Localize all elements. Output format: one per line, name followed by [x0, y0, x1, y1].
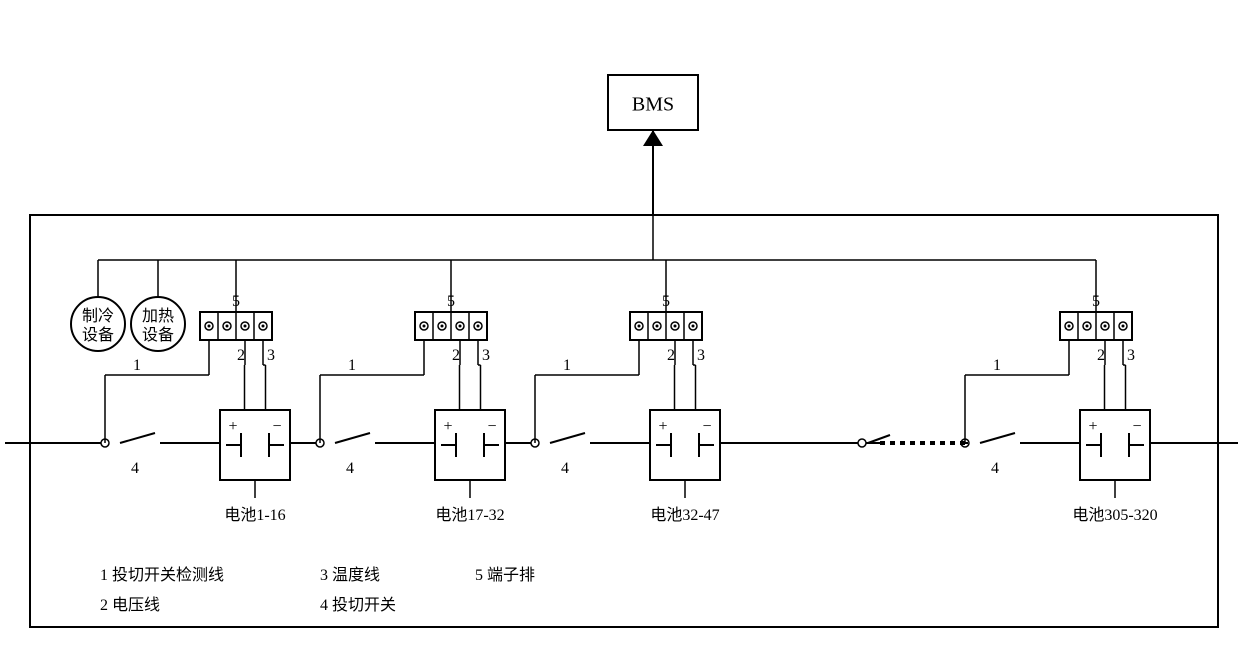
legend-item: 5 端子排: [475, 566, 535, 584]
legend-item: 2 电压线: [100, 596, 160, 614]
legend-item: 4 投切开关: [320, 596, 396, 614]
svg-text:1: 1: [993, 357, 1001, 374]
svg-text:+: +: [443, 418, 452, 435]
svg-text:−: −: [702, 418, 711, 435]
battery-label: 电池1-16: [224, 506, 285, 524]
svg-text:4: 4: [991, 460, 999, 477]
svg-text:+: +: [658, 418, 667, 435]
svg-text:3: 3: [482, 347, 490, 364]
ellipsis-dot: [950, 441, 955, 445]
svg-text:设备: 设备: [142, 326, 174, 344]
battery-label: 电池305-320: [1072, 506, 1157, 524]
battery-label: 电池17-32: [435, 506, 504, 524]
svg-text:2: 2: [237, 347, 245, 364]
ellipsis-dot: [960, 441, 965, 445]
legend-item: 1 投切开关检测线: [100, 566, 224, 584]
ellipsis-dot: [930, 441, 935, 445]
ellipsis-dot: [940, 441, 945, 445]
ellipsis-dot: [920, 441, 925, 445]
svg-text:制冷: 制冷: [82, 307, 114, 325]
ellipsis-dot: [890, 441, 895, 445]
ellipsis-dot: [900, 441, 905, 445]
svg-text:2: 2: [1097, 347, 1105, 364]
bms-label: BMS: [632, 94, 674, 116]
svg-text:2: 2: [667, 347, 675, 364]
diagram-canvas: BMS制冷设备加热设备5+−电池1-1641235+−电池17-3241235+…: [0, 0, 1240, 669]
svg-text:+: +: [228, 418, 237, 435]
bms-arrow-head: [643, 130, 663, 146]
battery-label: 电池32-47: [650, 506, 719, 524]
svg-text:4: 4: [346, 460, 354, 477]
svg-text:4: 4: [131, 460, 139, 477]
legend-item: 3 温度线: [320, 566, 380, 584]
svg-text:1: 1: [133, 357, 141, 374]
svg-text:+: +: [1088, 418, 1097, 435]
svg-text:4: 4: [561, 460, 569, 477]
outer-box: [30, 215, 1218, 627]
svg-text:−: −: [272, 418, 281, 435]
ellipsis-dot: [910, 441, 915, 445]
svg-text:−: −: [1132, 418, 1141, 435]
svg-text:设备: 设备: [82, 326, 114, 344]
svg-text:−: −: [487, 418, 496, 435]
svg-text:2: 2: [452, 347, 460, 364]
ellipsis-dot: [880, 441, 885, 445]
svg-text:1: 1: [563, 357, 571, 374]
svg-text:3: 3: [1127, 347, 1135, 364]
svg-text:加热: 加热: [142, 307, 174, 325]
svg-text:1: 1: [348, 357, 356, 374]
svg-text:3: 3: [697, 347, 705, 364]
svg-text:3: 3: [267, 347, 275, 364]
